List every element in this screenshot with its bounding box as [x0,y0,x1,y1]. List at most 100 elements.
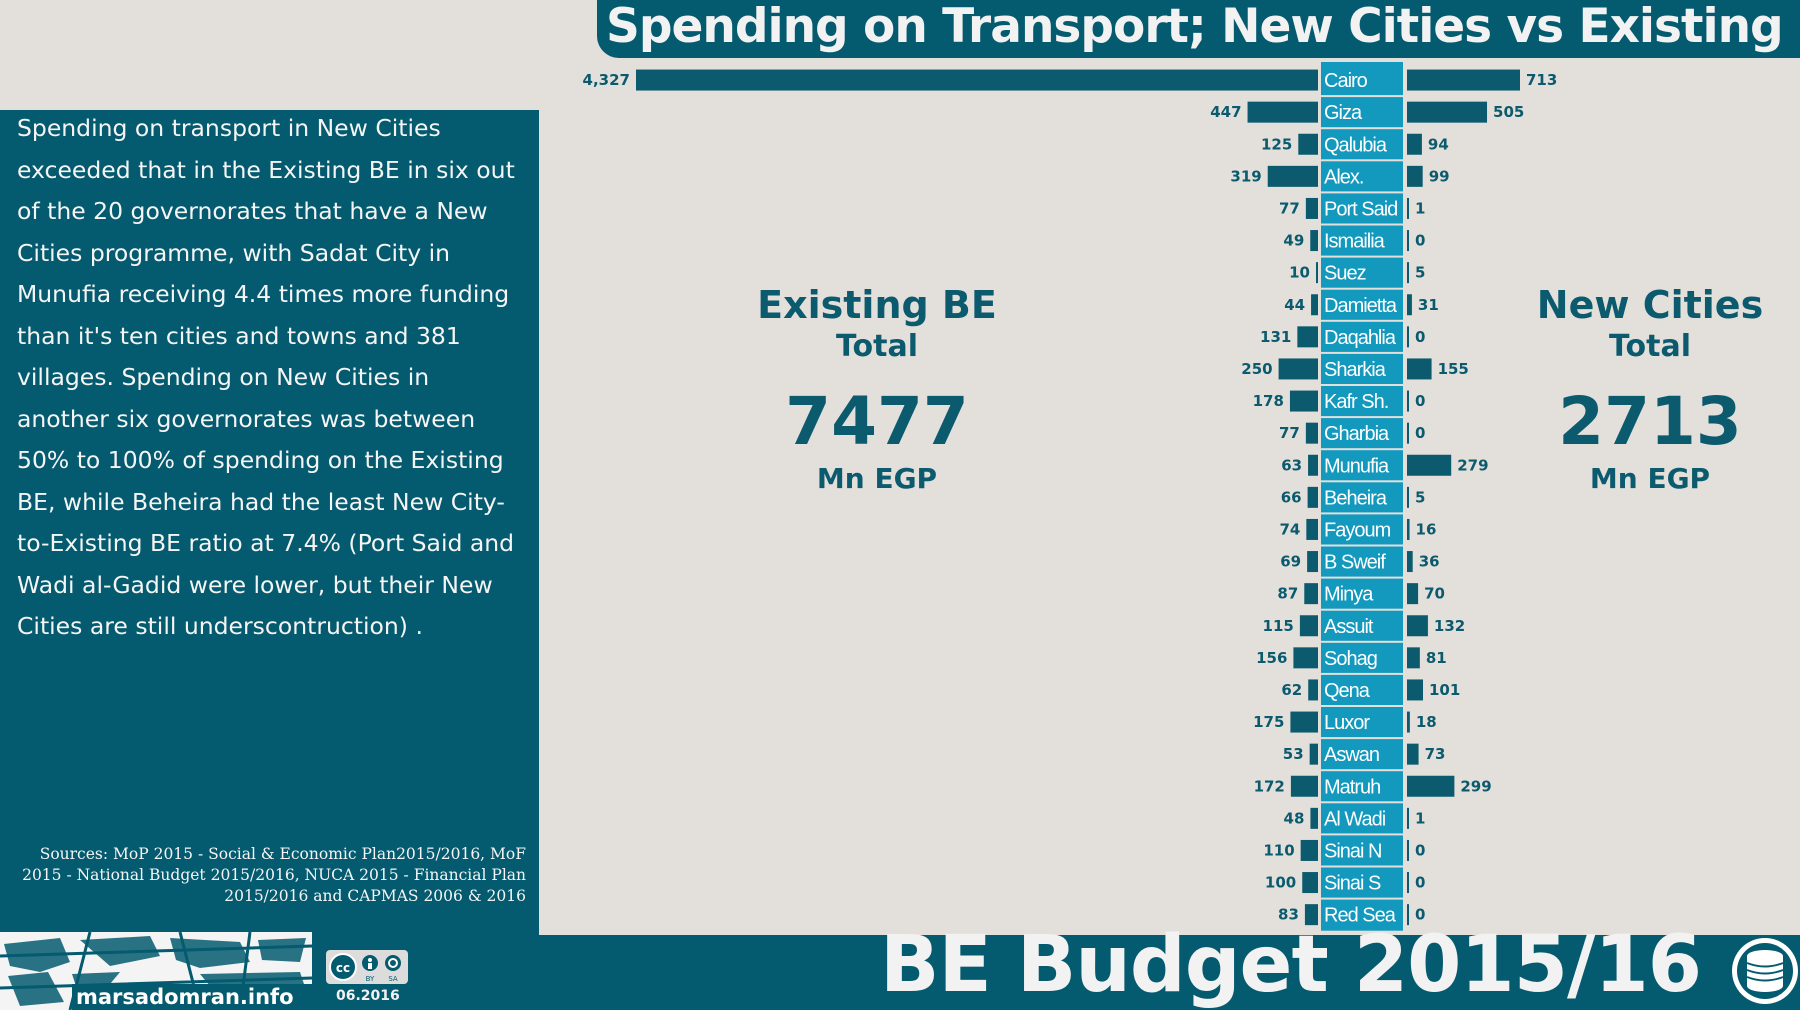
bar-existing-22 [1290,775,1318,797]
bar-new-cities-1 [1407,101,1488,123]
bar-new-cities-3 [1407,165,1423,187]
bar-existing-8 [1297,326,1318,348]
value-existing-17: 115 [1263,617,1294,635]
category-label-2: Qalubia [1324,134,1388,156]
row-separator [1321,95,1403,98]
bar-existing-3 [1267,165,1318,187]
bar-new-cities-16 [1407,583,1419,605]
bar-new-cities-5 [1407,230,1409,252]
value-existing-16: 87 [1277,585,1298,603]
existing-total-label: Existing BE [757,283,997,327]
category-label-0: Cairo [1324,70,1368,92]
row-separator [1321,705,1403,707]
value-existing-21: 53 [1283,745,1304,763]
category-label-7: Damietta [1324,295,1398,317]
bar-existing-20 [1290,711,1318,733]
category-label-11: Gharbia [1324,423,1390,445]
category-label-9: Sharkia [1324,359,1387,381]
category-label-22: Matruh [1324,776,1380,798]
row-separator [1321,480,1403,483]
value-new-cities-11: 0 [1415,424,1425,442]
cc-by-sa-icon: cc BY SA [326,950,408,984]
bar-new-cities-24 [1407,839,1409,861]
coin-stack-icon [1732,938,1798,1004]
category-label-17: Assuit [1324,616,1374,638]
bar-new-cities-21 [1407,743,1419,765]
value-existing-2: 125 [1261,135,1292,153]
new-cities-total-sub: Total [1609,329,1691,364]
bar-existing-13 [1307,486,1318,508]
sources-note: Sources: MoP 2015 - Social & Economic Pl… [22,845,526,905]
svg-text:SA: SA [388,975,398,983]
value-new-cities-25: 0 [1415,874,1425,892]
row-separator [1321,223,1403,226]
value-existing-14: 74 [1279,520,1300,538]
row-separator [1321,672,1403,675]
value-existing-8: 131 [1260,328,1291,346]
bar-new-cities-17 [1407,615,1428,637]
bar-new-cities-7 [1407,294,1412,316]
existing-total-block: Existing BE Total 7477 Mn EGP [712,283,1042,495]
value-existing-11: 77 [1279,424,1300,442]
bar-new-cities-22 [1407,775,1455,797]
value-new-cities-14: 16 [1416,520,1437,538]
category-label-16: Minya [1324,584,1374,606]
publish-date: 06.2016 [336,988,400,1004]
category-label-4: Port Said [1324,198,1397,220]
value-existing-13: 66 [1281,488,1302,506]
description-panel [0,110,539,935]
row-separator [1321,351,1403,354]
footer-title: BE Budget 2015/16 [880,920,1702,1010]
value-new-cities-3: 99 [1429,167,1450,185]
bar-new-cities-8 [1407,326,1409,348]
value-new-cities-24: 0 [1415,841,1425,859]
row-separator [1321,608,1403,611]
row-separator [1321,159,1403,162]
bar-existing-6 [1316,262,1318,284]
bar-new-cities-11 [1407,422,1409,444]
category-label-1: Giza [1324,102,1363,124]
value-existing-9: 250 [1241,360,1272,378]
category-label-19: Qena [1324,680,1371,702]
row-separator [1321,576,1403,579]
bar-existing-2 [1298,133,1318,155]
value-existing-25: 100 [1265,874,1296,892]
value-new-cities-16: 70 [1424,585,1445,603]
row-separator [1321,897,1403,900]
category-label-24: Sinai N [1324,840,1381,862]
bar-new-cities-13 [1407,486,1409,508]
bar-existing-5 [1310,230,1318,252]
value-existing-18: 156 [1256,649,1287,667]
bar-new-cities-26 [1407,904,1409,926]
bar-new-cities-20 [1407,711,1410,733]
value-new-cities-7: 31 [1418,296,1439,314]
value-existing-12: 63 [1281,456,1302,474]
value-new-cities-26: 0 [1415,906,1425,924]
new-cities-total-block: New Cities Total 2713 Mn EGP [1485,283,1800,495]
category-label-14: Fayoum [1324,519,1391,541]
bar-new-cities-19 [1407,679,1424,701]
value-existing-19: 62 [1281,681,1302,699]
bar-new-cities-0 [1407,69,1520,91]
value-existing-26: 83 [1278,906,1299,924]
bar-new-cities-25 [1407,872,1409,894]
value-existing-4: 77 [1279,199,1300,217]
existing-total-sub: Total [836,329,918,364]
row-separator [1321,287,1403,290]
value-new-cities-21: 73 [1425,745,1446,763]
bar-new-cities-14 [1407,518,1410,540]
value-existing-23: 48 [1284,809,1305,827]
existing-total-value: 7477 [785,383,969,460]
value-new-cities-0: 713 [1526,71,1557,89]
value-existing-20: 175 [1253,713,1284,731]
value-existing-1: 447 [1210,103,1241,121]
category-label-10: Kafr Sh. [1324,391,1388,413]
row-separator [1321,416,1403,419]
logo-text: marsadomran.info [76,985,294,1009]
value-new-cities-15: 36 [1419,553,1440,571]
bar-existing-7 [1311,294,1318,316]
value-existing-7: 44 [1284,296,1305,314]
value-existing-5: 49 [1283,232,1304,250]
value-new-cities-23: 1 [1415,809,1425,827]
